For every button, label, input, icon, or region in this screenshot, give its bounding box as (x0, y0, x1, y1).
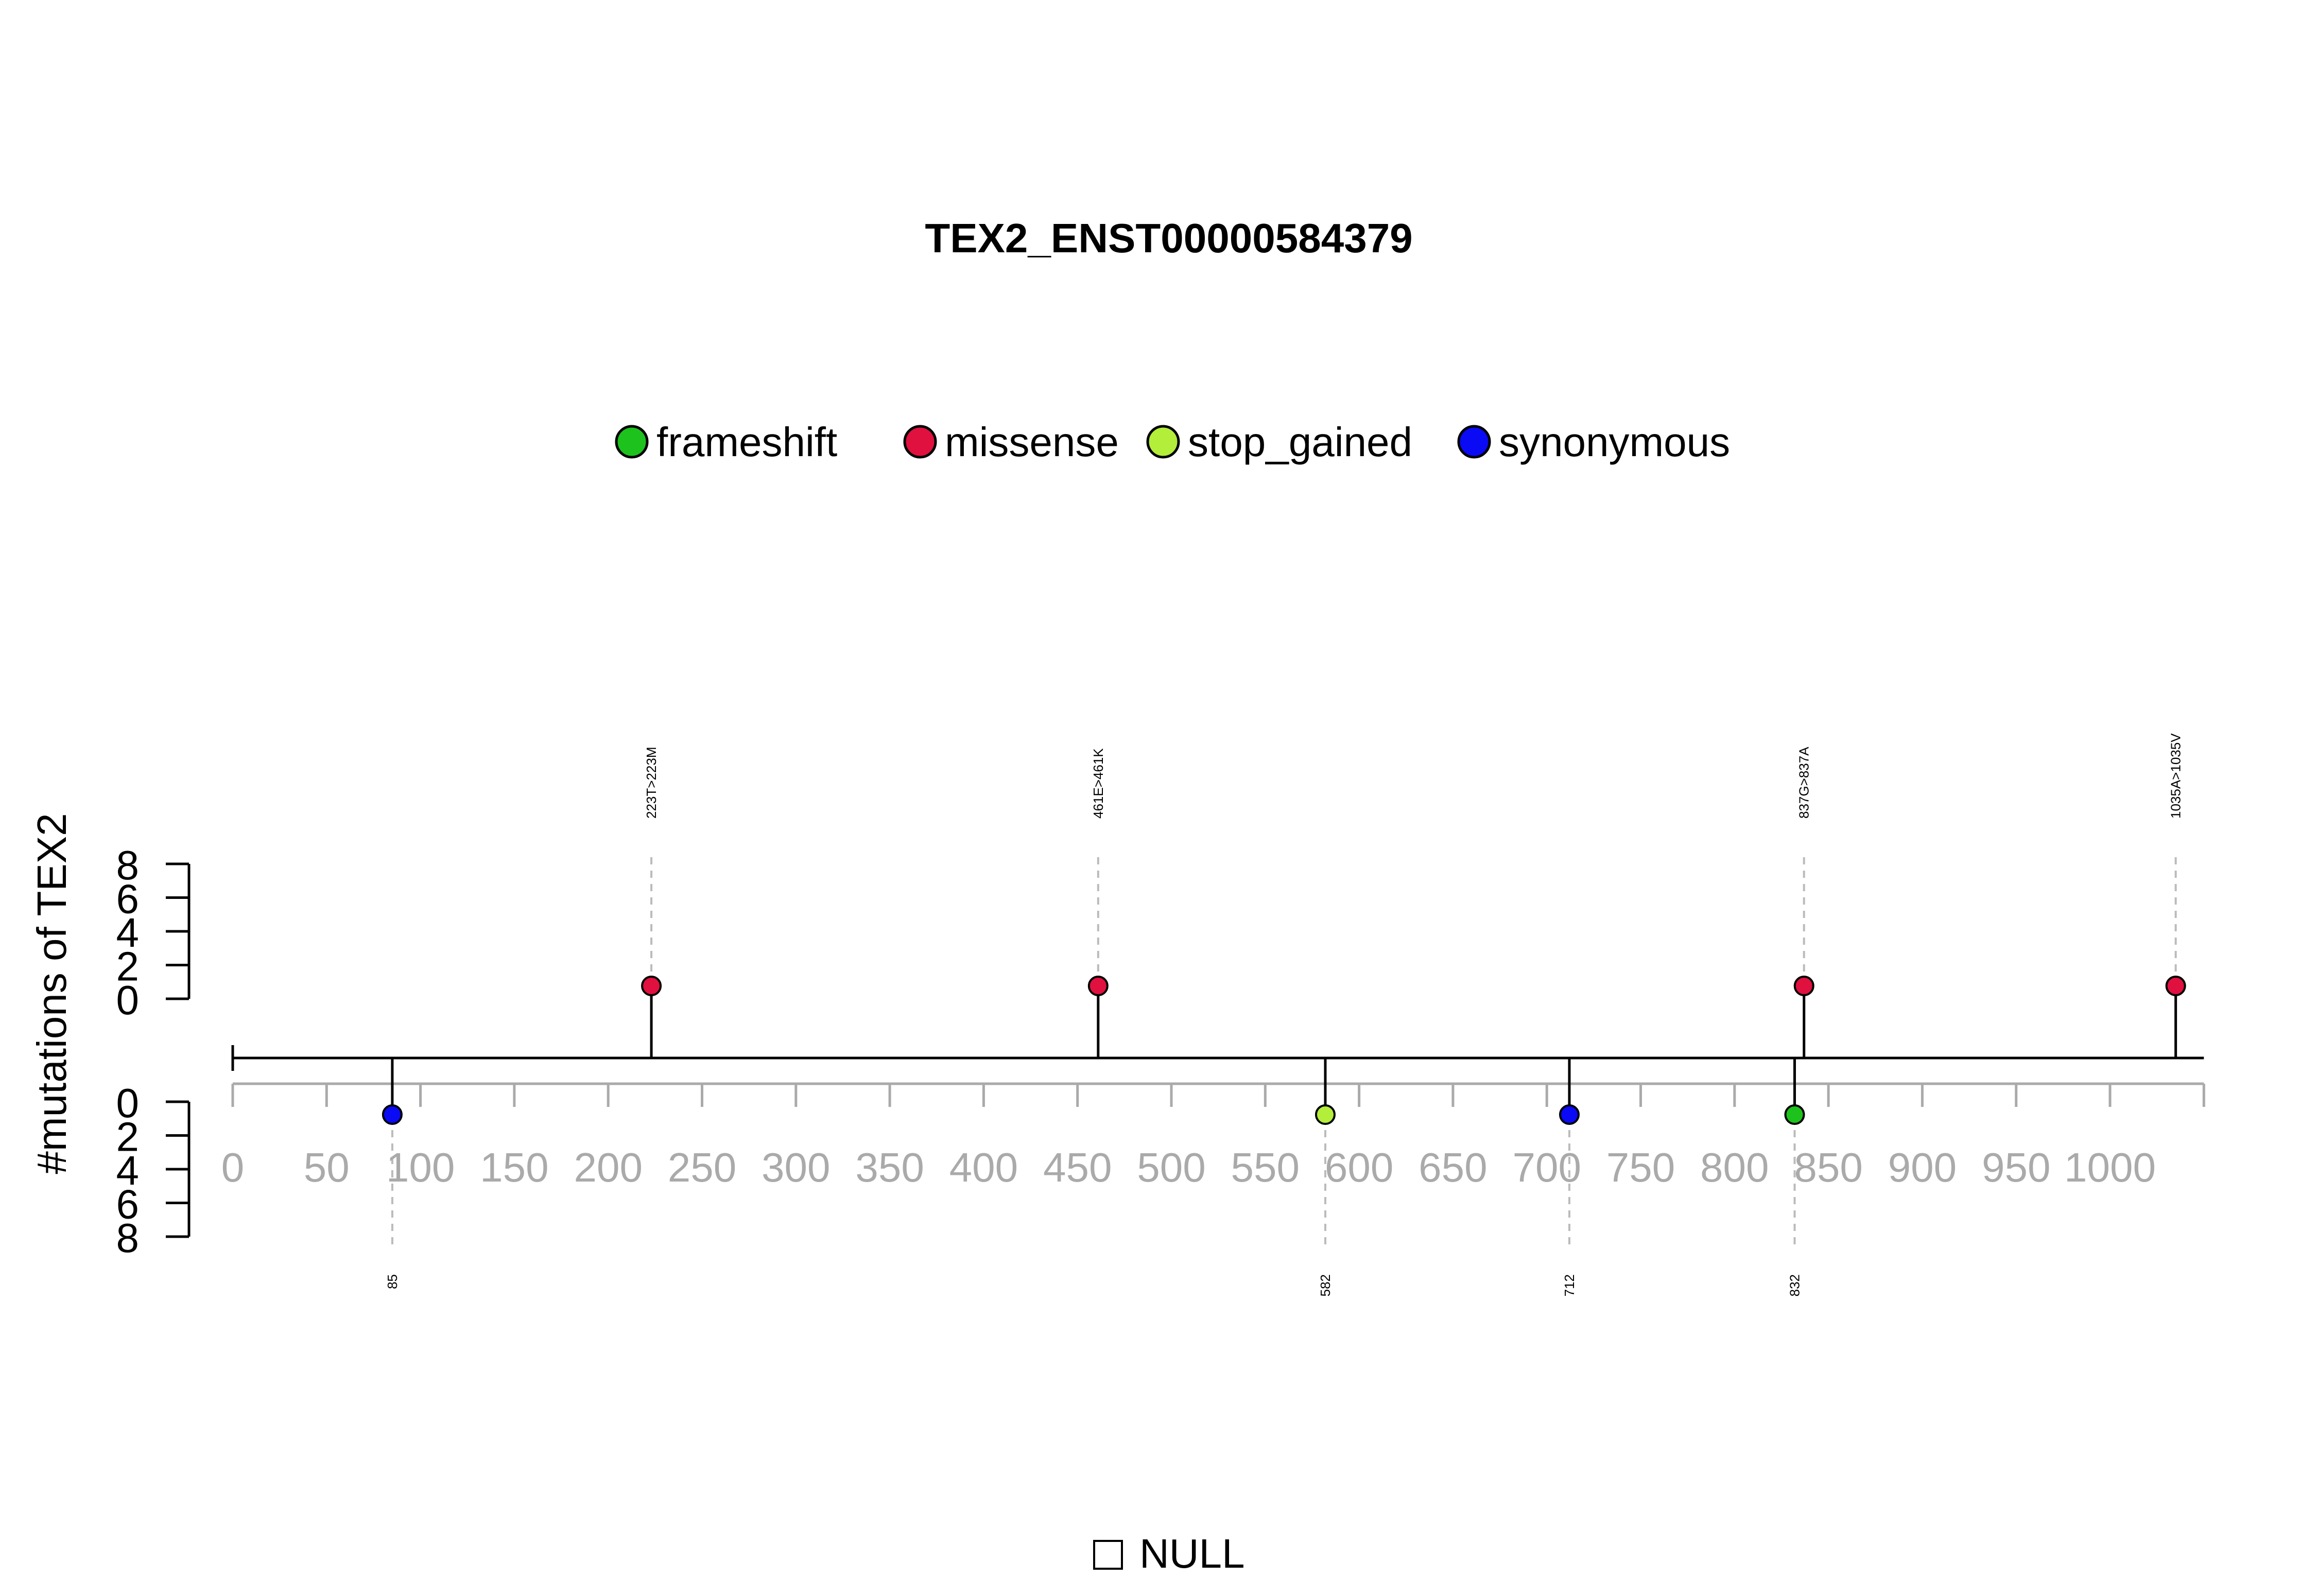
mutation-label-bottom: 582 (1318, 1274, 1333, 1296)
mutation-label-top: 837G>837A (1796, 747, 1812, 819)
x-tick-label: 0 (221, 1144, 245, 1190)
mutation-point-missense (2165, 976, 2186, 996)
y-tick-label-top: 0 (116, 977, 140, 1023)
legend-label-stop_gained: stop_gained (1188, 419, 1412, 465)
mutation-label-top: 223T>223M (644, 747, 659, 819)
protein-backbone (231, 1045, 2204, 1071)
chart-title: TEX2_ENST00000584379 (925, 215, 1412, 261)
x-tick-label: 200 (574, 1144, 642, 1190)
domain-legend-swatch (1093, 1540, 1123, 1570)
x-tick-label: 900 (1888, 1144, 1957, 1190)
x-tick-label: 750 (1606, 1144, 1675, 1190)
mutation-point-frameshift (1784, 1104, 1805, 1125)
mutation-point-stop_gained (1315, 1104, 1336, 1125)
domain-legend-label: NULL (1139, 1531, 1245, 1576)
mutation-point-missense (1793, 976, 1814, 996)
domain-legend: NULL (1093, 1531, 1245, 1576)
mutation-point-missense (1087, 976, 1109, 996)
lollipop-heads (382, 976, 2186, 1125)
x-tick-label: 850 (1794, 1144, 1862, 1190)
x-axis: 0 50 100 150 200 250 300 350 400 450 500 550 600 650 7… (221, 1082, 2205, 1190)
y-tick-label-top: 6 (116, 876, 140, 922)
y-tick-label-bottom: 8 (116, 1215, 140, 1261)
mutation-point-synonymous (1559, 1104, 1580, 1125)
mutation-label-top: 1035A>1035V (2168, 733, 2184, 819)
y-tick-label-top: 4 (116, 910, 140, 956)
y-tick-label-bottom: 6 (116, 1182, 140, 1227)
lollipop-stems (391, 986, 2177, 1115)
legend-marker-frameshift (615, 425, 649, 459)
y-axis-label: #mutations of TEX2 (29, 813, 75, 1174)
x-tick-label: 650 (1419, 1144, 1487, 1190)
x-tick-label: 400 (949, 1144, 1018, 1190)
x-tick-label: 300 (762, 1144, 830, 1190)
x-tick-label: 550 (1231, 1144, 1300, 1190)
x-tick-label: 1000 (2064, 1144, 2156, 1190)
x-tick-label: 150 (480, 1144, 548, 1190)
y-tick-label-bottom: 0 (116, 1080, 140, 1126)
legend-marker-missense (903, 425, 937, 459)
x-tick-label: 950 (1982, 1144, 2050, 1190)
x-tick-label: 50 (304, 1144, 350, 1190)
x-tick-label: 250 (668, 1144, 736, 1190)
legend-label-missense: missense (945, 419, 1119, 465)
mutation-point-synonymous (382, 1104, 403, 1125)
x-tick-label: 350 (855, 1144, 924, 1190)
x-tick-label: 100 (386, 1144, 455, 1190)
x-tick-label: 450 (1043, 1144, 1112, 1190)
x-tick-label: 800 (1700, 1144, 1769, 1190)
x-tick-label: 500 (1137, 1144, 1205, 1190)
mutation-labels: 223T>223M 461E>461K 837G>837A 1035A>1035V 85… (385, 733, 2184, 1297)
mutation-label-bottom: 85 (385, 1274, 400, 1289)
mutation-label-bottom: 712 (1562, 1274, 1577, 1296)
x-tick-label: 700 (1512, 1144, 1581, 1190)
legend-marker-synonymous (1457, 425, 1491, 459)
guide-lines (391, 857, 2177, 1248)
mutation-point-missense (641, 976, 662, 996)
mutation-label-top: 461E>461K (1091, 748, 1106, 819)
y-tick-label-top: 2 (116, 944, 140, 990)
y-tick-label-bottom: 4 (116, 1148, 140, 1193)
legend: frameshift missense stop_gained synonymous (615, 419, 1730, 465)
legend-marker-stop_gained (1146, 425, 1180, 459)
y-tick-label-top: 8 (116, 842, 140, 888)
x-tick-label: 600 (1325, 1144, 1393, 1190)
y-tick-label-bottom: 2 (116, 1114, 140, 1160)
mutation-label-bottom: 832 (1787, 1274, 1802, 1296)
legend-label-frameshift: frameshift (656, 419, 837, 465)
legend-label-synonymous: synonymous (1499, 419, 1730, 465)
